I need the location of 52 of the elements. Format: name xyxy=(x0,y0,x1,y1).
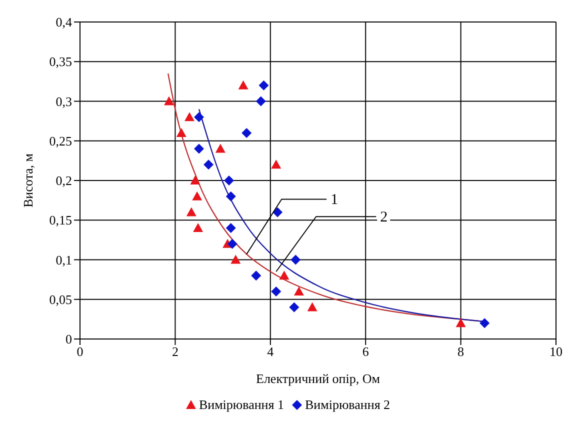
y-tick-label: 0,2 xyxy=(56,173,72,188)
point xyxy=(194,112,204,122)
y-tick-label: 0,1 xyxy=(56,252,72,268)
point xyxy=(251,270,262,281)
point xyxy=(242,128,252,138)
point xyxy=(226,223,236,234)
x-axis-title: Електричний опір, Ом xyxy=(256,371,380,386)
x-tick-label: 2 xyxy=(172,344,178,360)
legend-label: Вимірювання 2 xyxy=(305,397,390,413)
point xyxy=(230,254,241,264)
point xyxy=(258,80,269,90)
point xyxy=(186,207,196,216)
y-tick-label: 0 xyxy=(66,332,72,347)
point xyxy=(271,286,282,296)
y-tick-label: 0,4 xyxy=(56,14,72,30)
legend-label: Вимірювання 1 xyxy=(198,397,284,413)
point xyxy=(192,191,202,200)
x-tick-label: 6 xyxy=(362,344,370,360)
point xyxy=(290,254,301,265)
point xyxy=(194,144,204,154)
point xyxy=(294,286,304,296)
y-tick-label: 0,05 xyxy=(49,292,72,307)
y-tick-label: 0,25 xyxy=(49,133,72,148)
x-tick-label: 0 xyxy=(76,344,84,360)
x-tick-label: 10 xyxy=(550,344,562,360)
annotation: 1 xyxy=(330,192,338,208)
point xyxy=(480,318,490,328)
point xyxy=(190,176,200,184)
point xyxy=(272,207,283,218)
y-tick-label: 0,3 xyxy=(56,94,72,109)
point xyxy=(456,318,466,328)
x-tick-label: 4 xyxy=(267,344,274,360)
point xyxy=(271,160,282,169)
point xyxy=(279,270,290,280)
point xyxy=(289,302,300,312)
point xyxy=(215,144,226,153)
point xyxy=(204,160,214,170)
point xyxy=(256,96,266,106)
x-tick-label: 8 xyxy=(458,344,464,360)
y-axis-title: Висота, м xyxy=(20,153,36,208)
point xyxy=(238,80,248,90)
point xyxy=(227,238,238,249)
point xyxy=(226,191,236,202)
point xyxy=(176,128,186,137)
point xyxy=(193,223,204,232)
point xyxy=(164,96,174,106)
annotation: 2 xyxy=(380,210,388,226)
point xyxy=(184,112,194,122)
point xyxy=(224,176,234,186)
y-tick-label: 0,35 xyxy=(49,54,72,70)
point xyxy=(307,302,318,312)
y-tick-label: 0,15 xyxy=(49,212,72,228)
